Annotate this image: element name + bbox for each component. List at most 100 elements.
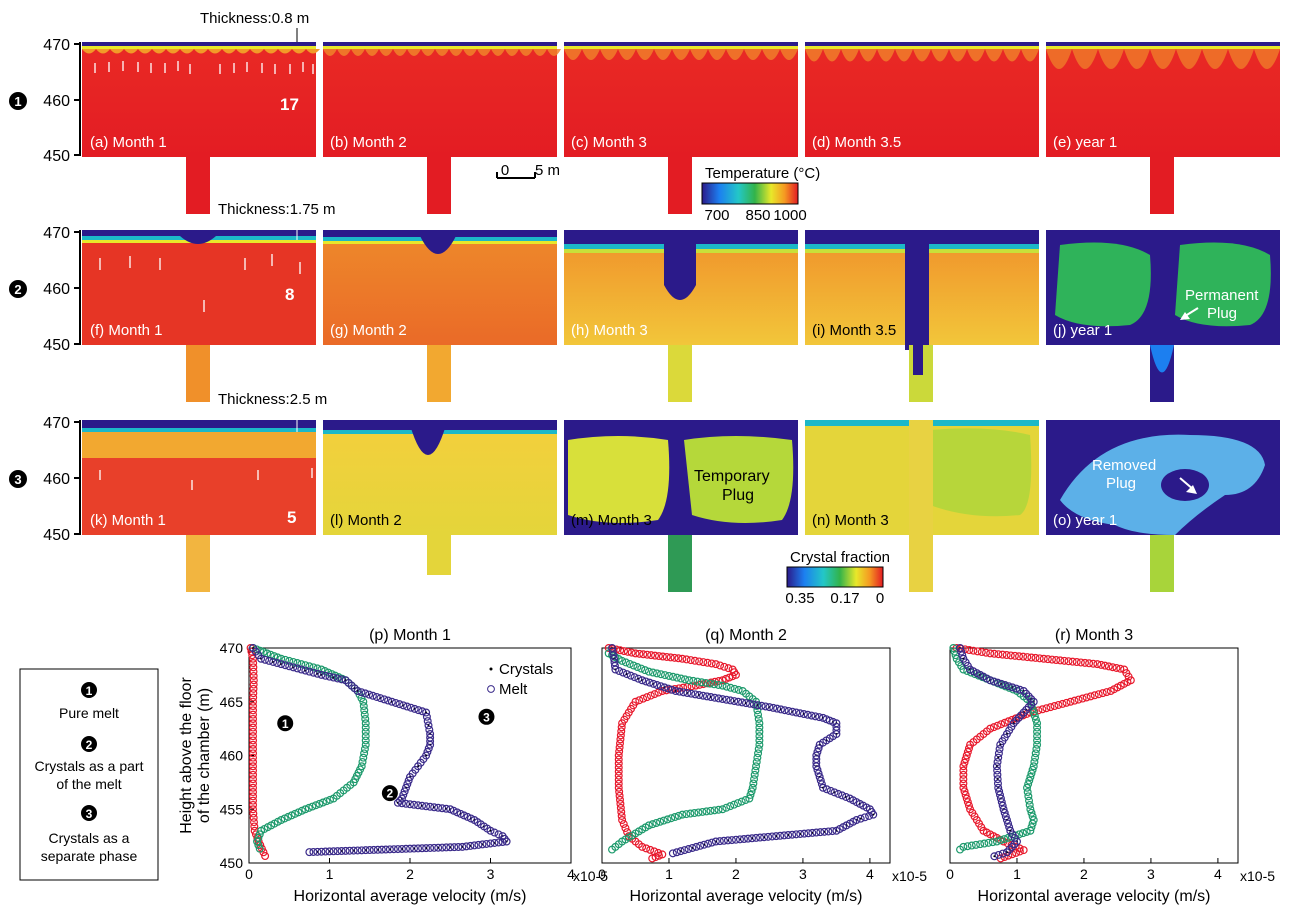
series-2-point: [652, 818, 661, 827]
series-1-point: [1112, 663, 1121, 672]
series-3-point: [996, 740, 1005, 749]
series-3-point: [776, 705, 785, 714]
series-1-point: [614, 759, 623, 768]
series-3-point: [994, 850, 1003, 859]
series-2-point: [1027, 823, 1036, 832]
series-1-point: [616, 803, 625, 812]
series-2-point: [1000, 835, 1009, 844]
series-1-point: [249, 749, 258, 758]
series-3-point: [406, 703, 415, 712]
series-1-point: [718, 676, 727, 685]
series-1-point: [249, 663, 258, 672]
series-1-point: [973, 647, 982, 656]
series-1-point: [1097, 660, 1106, 669]
series-3-point: [841, 792, 850, 801]
series-3-point: [989, 677, 998, 686]
series-1-point: [249, 818, 258, 827]
series-1-point: [686, 656, 695, 665]
series-2-point: [659, 816, 668, 825]
series-3-point: [768, 832, 777, 841]
series-2-point: [751, 766, 760, 775]
series-1-point: [249, 676, 258, 685]
series-3-point: [305, 667, 314, 676]
series-3-point: [1005, 823, 1014, 832]
series-3-point: [442, 843, 451, 852]
series-2-point: [1022, 827, 1031, 836]
series-3-point: [869, 810, 878, 819]
series-2-point: [710, 806, 719, 815]
x-tick-label: 1: [665, 866, 673, 882]
series-1-point: [646, 845, 655, 854]
temperature-colorbar: Temperature (°C) 700 850 1000: [701, 165, 820, 224]
series-3-point: [329, 673, 338, 682]
panel-j: Permanent Plug (j) year 1: [1046, 230, 1280, 402]
series-3-point: [745, 699, 754, 708]
series-1-point: [249, 809, 258, 818]
series-2-point: [1026, 772, 1035, 781]
series-3-point: [265, 656, 274, 665]
series-3-point: [502, 837, 511, 846]
panel-a: 17 (a) Month 1 Thickness:0.8 m: [82, 10, 320, 214]
series-2-point: [1024, 792, 1033, 801]
series-1-point: [1082, 693, 1091, 702]
panel-i: (i) Month 3.5: [805, 230, 1039, 402]
series-2-point: [681, 675, 690, 684]
series-1-point: [642, 693, 651, 702]
series-2-point: [625, 659, 634, 668]
series-1-point: [1098, 689, 1107, 698]
series-1-point: [635, 649, 644, 658]
series-1-point: [716, 661, 725, 670]
series-2-point: [361, 719, 370, 728]
x-multiplier: x10-5: [573, 868, 608, 884]
panel-d: (d) Month 3.5: [805, 42, 1039, 157]
series-3-point: [997, 679, 1006, 688]
series-3-point: [706, 693, 715, 702]
series-3-point: [1012, 684, 1021, 693]
series-2-point: [668, 672, 677, 681]
series-3-point: [434, 803, 443, 812]
series-2-point: [641, 666, 650, 675]
count-label-row2: 8: [285, 285, 294, 304]
series-3-point: [305, 848, 314, 857]
series-1-point: [1031, 653, 1040, 662]
series-3-point: [999, 805, 1008, 814]
series-3-point: [994, 749, 1003, 758]
series-3-point: [376, 694, 385, 703]
series-3-point: [695, 691, 704, 700]
series-3-point: [418, 707, 427, 716]
series-1-point: [961, 755, 970, 764]
series-1-point: [1048, 655, 1057, 664]
series-1-point: [1058, 699, 1067, 708]
series-2-point: [648, 820, 657, 829]
series-1-point: [711, 660, 720, 669]
series-2-point: [750, 770, 759, 779]
x-tick-label: 3: [799, 866, 807, 882]
series-3-point: [664, 684, 673, 693]
series-3-point: [373, 845, 382, 854]
series-1-point: [1086, 692, 1095, 701]
x-axis-label: Horizontal average velocity (m/s): [978, 888, 1211, 905]
row-2: 470 460 450 2 8 (f) Month 1 Thickness:1.…: [9, 201, 1280, 402]
series-3-point: [478, 840, 487, 849]
series-3-point: [446, 843, 455, 852]
series-3-point: [753, 701, 762, 710]
x-tick-label: 1: [326, 866, 334, 882]
series-1-point: [619, 820, 628, 829]
series-3-point: [815, 740, 824, 749]
series-1-point: [638, 842, 647, 851]
velocity-charts: (p) Month 1 0 1 2 3 4 450 455 460 465 470 Horizonta…: [178, 627, 1275, 905]
y-tick-450-row3: 450: [43, 527, 70, 544]
series-3-point: [815, 772, 824, 781]
y-tick-470-row3: 470: [43, 415, 70, 432]
series-2-point: [1033, 732, 1042, 741]
series-2-point: [670, 813, 679, 822]
series-3-point: [285, 662, 294, 671]
series-3-point: [1010, 840, 1019, 849]
series-1-point: [616, 799, 625, 808]
series-2-point: [281, 655, 290, 664]
series-1-point: [614, 763, 623, 772]
series-2-point: [754, 745, 763, 754]
series-1-point: [1076, 658, 1085, 667]
series-3-point: [349, 846, 358, 855]
